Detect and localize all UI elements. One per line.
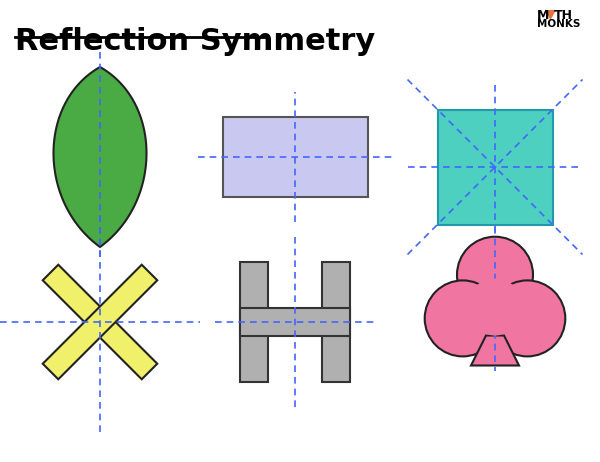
Circle shape (457, 237, 533, 313)
Text: M: M (537, 9, 550, 22)
Bar (240, 308, 350, 336)
Bar (240, 262, 268, 382)
Polygon shape (43, 265, 157, 379)
Polygon shape (471, 335, 519, 365)
Circle shape (425, 280, 501, 356)
Polygon shape (53, 67, 146, 247)
Circle shape (467, 279, 523, 335)
Text: MONKS: MONKS (537, 19, 580, 29)
FancyBboxPatch shape (223, 117, 367, 197)
Circle shape (490, 280, 565, 356)
Polygon shape (43, 265, 157, 379)
Polygon shape (545, 10, 556, 20)
Bar (322, 262, 350, 382)
Text: Reflection Symmetry: Reflection Symmetry (15, 27, 375, 56)
FancyBboxPatch shape (437, 109, 553, 225)
Text: TH: TH (554, 9, 573, 22)
